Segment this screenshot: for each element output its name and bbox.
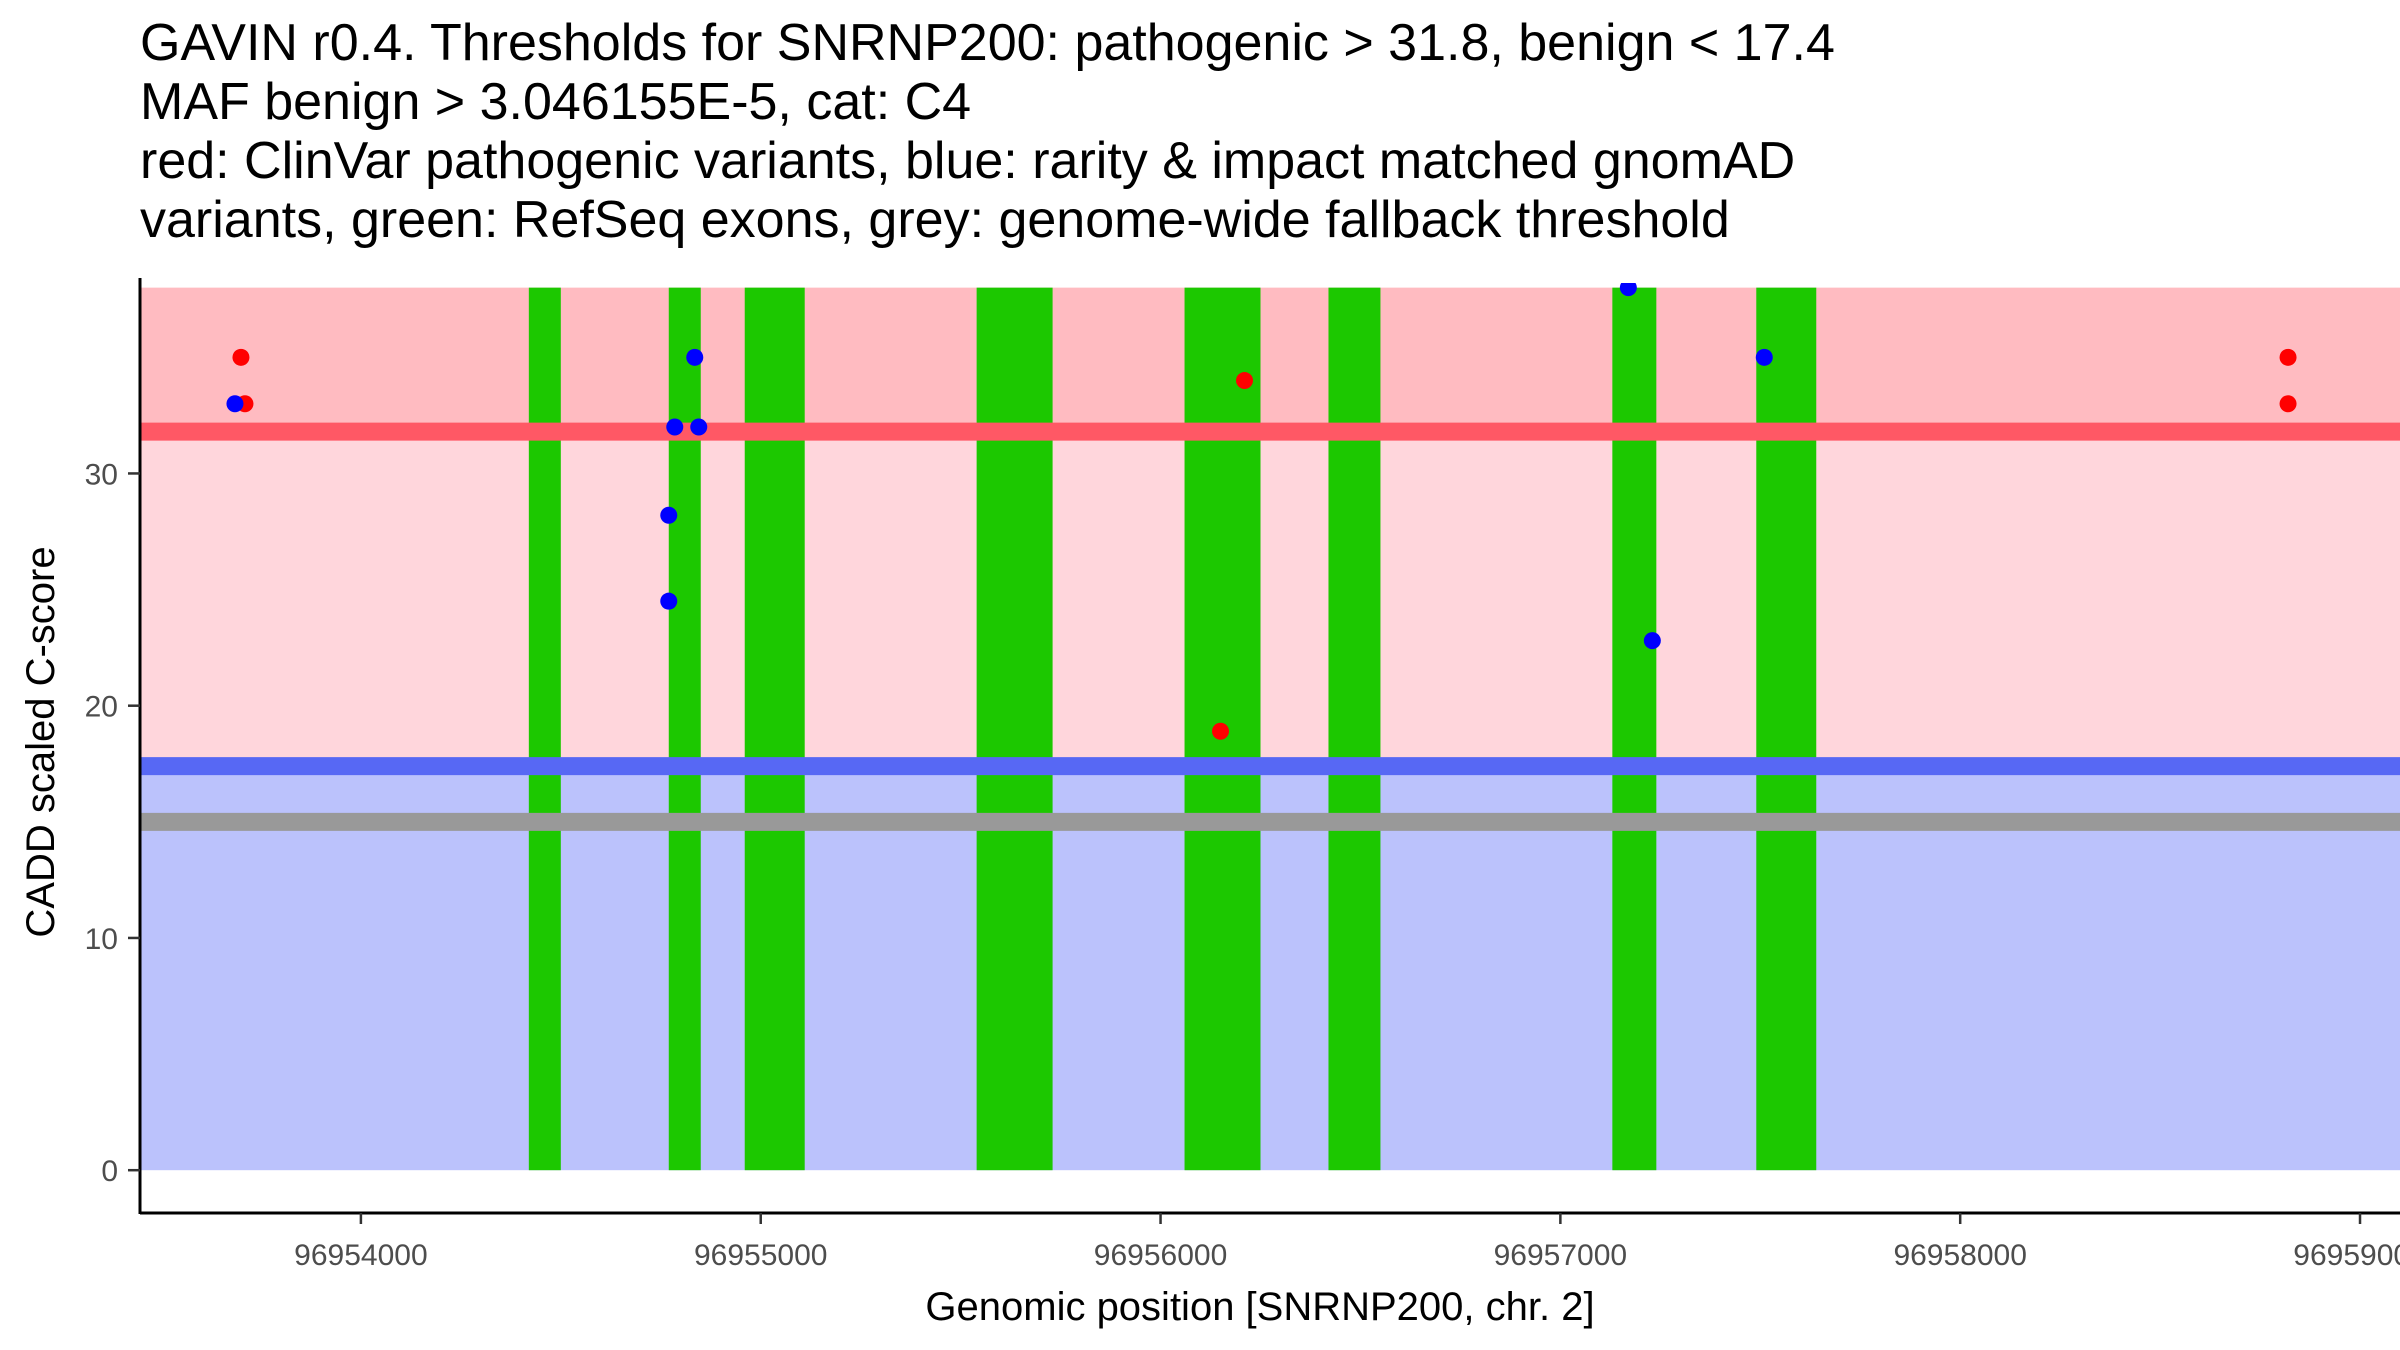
region-uncertain <box>141 431 2400 767</box>
gnomad-point-8 <box>1643 632 1661 650</box>
region-pathogenic <box>141 287 2400 432</box>
clinvar-point-4 <box>1236 372 1254 390</box>
y-tick-label-1: 0 <box>101 1155 118 1188</box>
axis-ticks: 96954000 96955000 96956000 96957000 96958000… <box>85 458 2400 1272</box>
gnomad-point-6 <box>690 418 708 436</box>
gnomad-point-2 <box>660 506 678 524</box>
y-axis-title: CADD scaled C-score <box>19 546 63 937</box>
gnomad-point-4 <box>666 418 684 436</box>
x-tick-label-2: 96955000 <box>694 1239 827 1272</box>
clinvar-point-3 <box>1212 722 1230 740</box>
gnomad-point-5 <box>686 348 704 366</box>
clinvar-point-6 <box>2279 395 2297 413</box>
exon-bar-1 <box>528 287 561 1171</box>
chart-title-line-1: GAVIN r0.4. Thresholds for SNRNP200: pat… <box>140 14 1835 72</box>
exon-bar-8 <box>1756 287 1817 1171</box>
chart-title-line-4: variants, green: RefSeq exons, grey: gen… <box>140 191 1730 249</box>
chart-title-line-2: MAF benign > 3.046155E-5, cat: C4 <box>140 73 972 131</box>
region-benign <box>141 766 2400 1171</box>
x-tick-label-6: 96959000 <box>2293 1239 2400 1272</box>
exon-bar-4 <box>976 287 1053 1171</box>
clinvar-point-5 <box>2279 348 2297 366</box>
y-tick-label-4: 30 <box>85 458 118 491</box>
x-axis-title: Genomic position [SNRNP200, chr. 2] <box>925 1285 1594 1329</box>
exon-bar-6 <box>1328 287 1381 1171</box>
exon-bar-3 <box>744 287 805 1171</box>
gnomad-point-9 <box>1755 348 1773 366</box>
x-tick-label-3: 96956000 <box>1094 1239 1227 1272</box>
gnomad-point-7 <box>1619 283 1637 297</box>
gnomad-point-3 <box>660 592 678 610</box>
axes <box>138 278 2400 1215</box>
exon-bar-7 <box>1612 287 1657 1171</box>
chart-title: GAVIN r0.4. Thresholds for SNRNP200: pat… <box>140 14 2380 250</box>
chart-title-line-3: red: ClinVar pathogenic variants, blue: … <box>140 132 1796 190</box>
gnomad-point-1 <box>226 395 244 413</box>
x-tick-label-4: 96957000 <box>1494 1239 1627 1272</box>
x-tick-label-1: 96954000 <box>294 1239 427 1272</box>
plot-area <box>141 283 2400 1171</box>
clinvar-point-1 <box>232 348 250 366</box>
x-tick-label-5: 96958000 <box>1893 1239 2026 1272</box>
y-tick-label-2: 10 <box>85 923 118 956</box>
y-tick-label-3: 20 <box>85 691 118 724</box>
